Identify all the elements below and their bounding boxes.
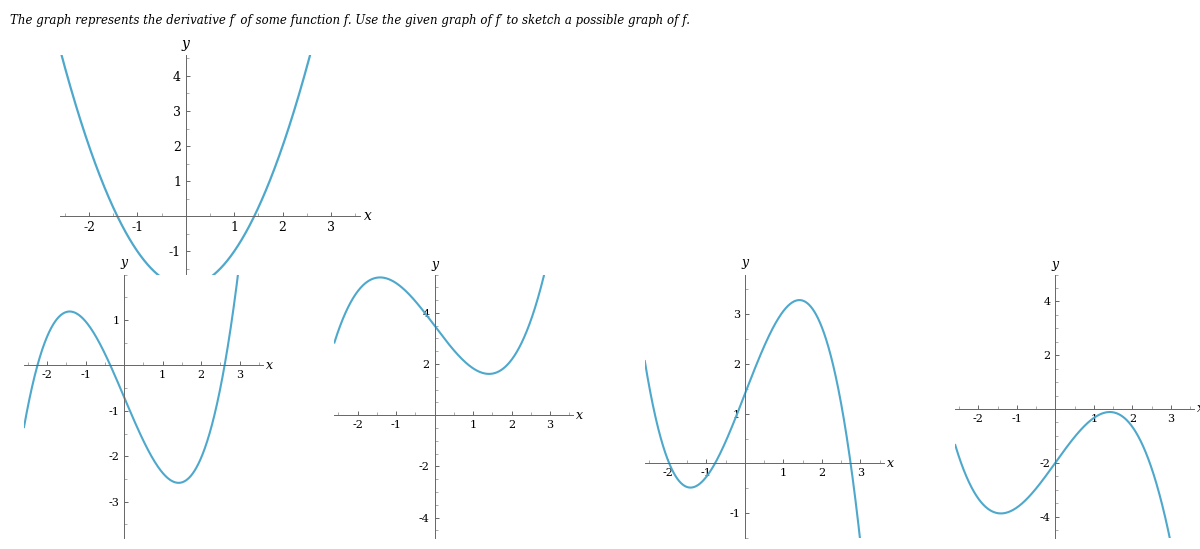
Text: The graph represents the derivative f′ of some function f. Use the given graph o: The graph represents the derivative f′ o… xyxy=(10,14,690,27)
Text: y: y xyxy=(1051,258,1058,271)
Text: x: x xyxy=(576,408,583,422)
Text: x: x xyxy=(266,359,272,372)
Text: y: y xyxy=(182,37,190,51)
Text: x: x xyxy=(887,457,894,470)
Text: y: y xyxy=(431,259,438,271)
Text: x: x xyxy=(364,209,372,223)
Text: y: y xyxy=(120,256,127,269)
Text: y: y xyxy=(742,255,749,268)
Text: x: x xyxy=(1198,402,1200,416)
